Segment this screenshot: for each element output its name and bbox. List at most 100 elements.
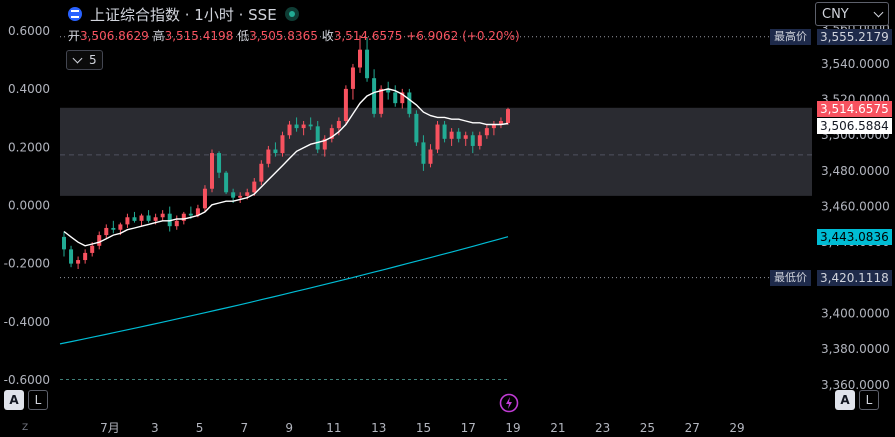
time-axis-tick-label: 5 (196, 421, 204, 435)
currency-value: CNY (822, 6, 849, 22)
candle-body (174, 220, 179, 227)
reset-zoom-button[interactable]: Z (22, 423, 29, 433)
candle-body (252, 181, 257, 193)
candle-body (139, 215, 144, 221)
candle-body (217, 153, 222, 173)
candle-body (280, 135, 285, 154)
time-axis-tick-label: 19 (505, 421, 520, 435)
time-axis: 7月 3 5 7 9 11 13 15 17 19 21 23 25 27 29 (100, 421, 744, 435)
candle-body (104, 227, 109, 236)
slow-moving-average-line (59, 236, 509, 345)
ohlc-legend: 开3,506.8629 高3,515.4198 低3,505.8365 收3,5… (68, 27, 520, 44)
candle-body (125, 217, 130, 225)
candle-body (287, 124, 292, 136)
highest-price-label: 最高价 (770, 28, 811, 45)
candle-body (428, 149, 433, 164)
open-label: 开 (68, 29, 81, 43)
candle-body (195, 208, 200, 216)
candle-body (315, 126, 320, 150)
candle-body (498, 120, 503, 125)
candle-body (160, 213, 165, 218)
candle-body (506, 109, 510, 124)
candle-body (188, 213, 193, 216)
candle-body (224, 172, 229, 193)
candles-layer (62, 35, 510, 269)
candle-body (491, 124, 496, 129)
chevron-down-icon (873, 7, 884, 17)
candle-body (76, 260, 81, 264)
candle-body (400, 92, 405, 104)
right-axis-tick-label: 3,360.0000 (821, 378, 890, 392)
candle-body (294, 124, 299, 129)
candle-body (456, 131, 461, 139)
left-axis-tick-label: 0.2000 (8, 140, 50, 154)
candle-body (470, 135, 475, 146)
open-value: 3,506.8629 (80, 29, 149, 43)
candle-body (365, 49, 370, 79)
right-axis-tick-label: 3,380.0000 (821, 342, 890, 356)
candle-body (90, 245, 95, 253)
time-axis-tick-label: 7月 (100, 421, 120, 435)
candle-body (245, 192, 250, 196)
time-axis-tick-label: 17 (461, 421, 476, 435)
candle-body (372, 78, 377, 114)
lightning-icon[interactable] (499, 393, 519, 413)
time-axis-tick-label: 15 (416, 421, 431, 435)
candle-body (153, 217, 158, 221)
high-value: 3,515.4198 (164, 29, 234, 43)
last-price-tag: 3,514.6575 (817, 101, 892, 118)
high-label: 高 (152, 29, 165, 43)
candle-body (202, 188, 207, 209)
candle-body (83, 252, 88, 261)
time-axis-tick-label: 23 (595, 421, 610, 435)
lowest-price-label: 最低价 (770, 269, 811, 286)
time-axis-tick-label: 9 (285, 421, 293, 435)
auto-scale-button-left[interactable]: A (4, 390, 24, 410)
symbol-title: 上证综合指数 · 1小时 · SSE (90, 5, 277, 24)
time-axis-tick-label: 7 (241, 421, 249, 435)
close-value: 3,514.6575 (333, 29, 403, 43)
auto-scale-button-right[interactable]: A (835, 390, 855, 410)
candle-body (146, 215, 151, 221)
candle-body (442, 124, 447, 139)
candle-body (167, 213, 172, 227)
candle-body (181, 213, 186, 221)
candle-body (477, 135, 482, 146)
slow-ma-price-tag: 3,443.0836 (817, 228, 892, 245)
candle-body (210, 153, 214, 189)
candle-body (421, 142, 426, 164)
right-axis-tick-label: 3,460.0000 (821, 200, 890, 214)
highest-price-tag: 3,555.2179 (817, 28, 892, 45)
symbol-header[interactable]: 上证综合指数 · 1小时 · SSE (68, 4, 299, 24)
candle-body (407, 92, 412, 114)
candle-body (449, 131, 454, 139)
log-scale-button-right[interactable]: L (859, 390, 879, 410)
left-axis-tick-label: 0.6000 (8, 24, 50, 38)
range-band (60, 107, 812, 196)
candle-body (118, 224, 123, 230)
candle-body (379, 88, 384, 114)
candle-body (329, 128, 334, 139)
time-axis-tick-label: 13 (371, 421, 386, 435)
candle-body (386, 88, 391, 93)
indicator-count: 5 (89, 53, 97, 67)
market-open-dot-icon (284, 7, 299, 21)
right-axis: 3,560.00003,540.00003,520.00003,500.0000… (821, 21, 890, 392)
lowest-price-tag: 3,420.1118 (817, 269, 892, 286)
candle-body (308, 124, 313, 127)
left-axis-tick-label: 0.4000 (8, 82, 50, 96)
close-label: 收 (321, 29, 334, 43)
currency-select[interactable]: CNY (815, 2, 889, 26)
candle-body (132, 217, 137, 221)
chevron-down-icon (72, 53, 83, 63)
log-scale-button-left[interactable]: L (28, 390, 48, 410)
candle-body (266, 149, 271, 164)
time-axis-tick-label: 25 (640, 421, 655, 435)
candle-body (336, 120, 341, 129)
candle-body (301, 124, 306, 129)
candle-body (343, 88, 348, 121)
indicators-toggle-button[interactable]: 5 (66, 50, 103, 70)
left-axis-tick-label: -0.4000 (4, 315, 50, 329)
candle-body (62, 236, 66, 250)
